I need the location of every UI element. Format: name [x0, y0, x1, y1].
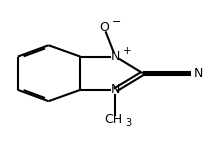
Text: N: N	[111, 50, 120, 63]
Text: +: +	[123, 46, 132, 56]
Text: CH: CH	[104, 113, 122, 126]
Text: N: N	[194, 67, 203, 80]
Text: N: N	[111, 83, 120, 96]
Text: O: O	[99, 21, 109, 34]
Text: −: −	[112, 17, 121, 27]
Text: 3: 3	[125, 118, 132, 128]
